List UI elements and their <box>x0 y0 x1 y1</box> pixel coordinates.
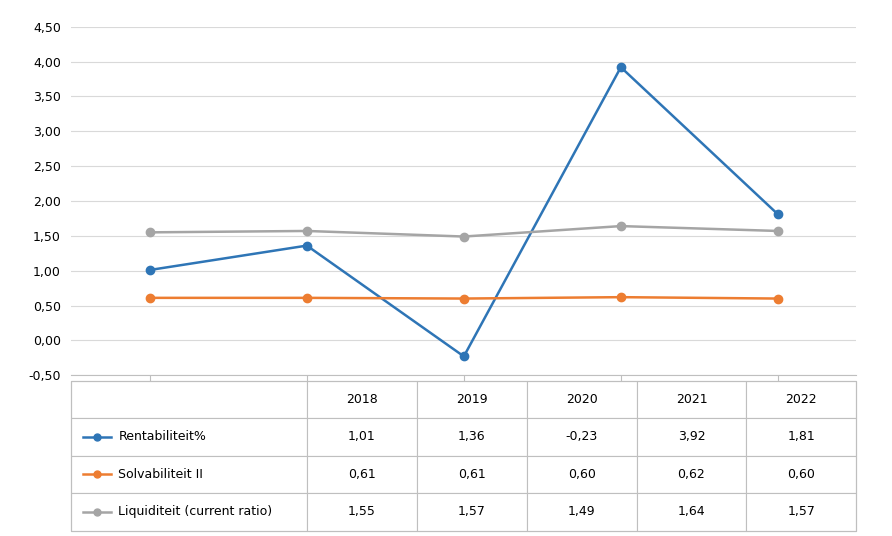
Text: 0,60: 0,60 <box>788 468 815 481</box>
Text: 2022: 2022 <box>786 393 817 406</box>
Text: 1,57: 1,57 <box>458 505 485 518</box>
Text: 2019: 2019 <box>456 393 488 406</box>
Text: 0,60: 0,60 <box>567 468 596 481</box>
Text: 0,61: 0,61 <box>348 468 376 481</box>
Bar <box>417 418 526 456</box>
Bar <box>526 456 637 493</box>
Text: Solvabiliteit II: Solvabiliteit II <box>119 468 203 481</box>
Text: 2021: 2021 <box>675 393 707 406</box>
Bar <box>637 456 747 493</box>
Bar <box>417 456 526 493</box>
Text: 1,81: 1,81 <box>788 430 815 443</box>
Bar <box>747 381 856 418</box>
Text: 0,62: 0,62 <box>678 468 706 481</box>
Text: 0,61: 0,61 <box>458 468 485 481</box>
Text: -0,23: -0,23 <box>566 430 598 443</box>
Bar <box>637 493 747 531</box>
Bar <box>307 381 417 418</box>
Text: Rentabiliteit%: Rentabiliteit% <box>119 430 206 443</box>
Bar <box>71 456 307 493</box>
Bar <box>747 418 856 456</box>
Bar <box>526 381 637 418</box>
Text: 1,01: 1,01 <box>348 430 376 443</box>
Bar <box>526 493 637 531</box>
Text: 1,55: 1,55 <box>348 505 376 518</box>
Text: Liquiditeit (current ratio): Liquiditeit (current ratio) <box>119 505 273 518</box>
Bar <box>747 493 856 531</box>
Bar <box>71 418 307 456</box>
Bar <box>747 456 856 493</box>
Bar <box>71 381 307 418</box>
Bar <box>637 418 747 456</box>
Bar <box>307 418 417 456</box>
Bar <box>417 381 526 418</box>
Bar <box>637 381 747 418</box>
Bar <box>71 493 307 531</box>
Bar <box>526 418 637 456</box>
Text: 1,57: 1,57 <box>788 505 815 518</box>
Text: 2018: 2018 <box>346 393 377 406</box>
Bar <box>417 493 526 531</box>
Text: 1,64: 1,64 <box>678 505 706 518</box>
Text: 1,36: 1,36 <box>458 430 485 443</box>
Text: 1,49: 1,49 <box>568 505 595 518</box>
Text: 2020: 2020 <box>566 393 598 406</box>
Text: 3,92: 3,92 <box>678 430 706 443</box>
Bar <box>307 493 417 531</box>
Bar <box>307 456 417 493</box>
